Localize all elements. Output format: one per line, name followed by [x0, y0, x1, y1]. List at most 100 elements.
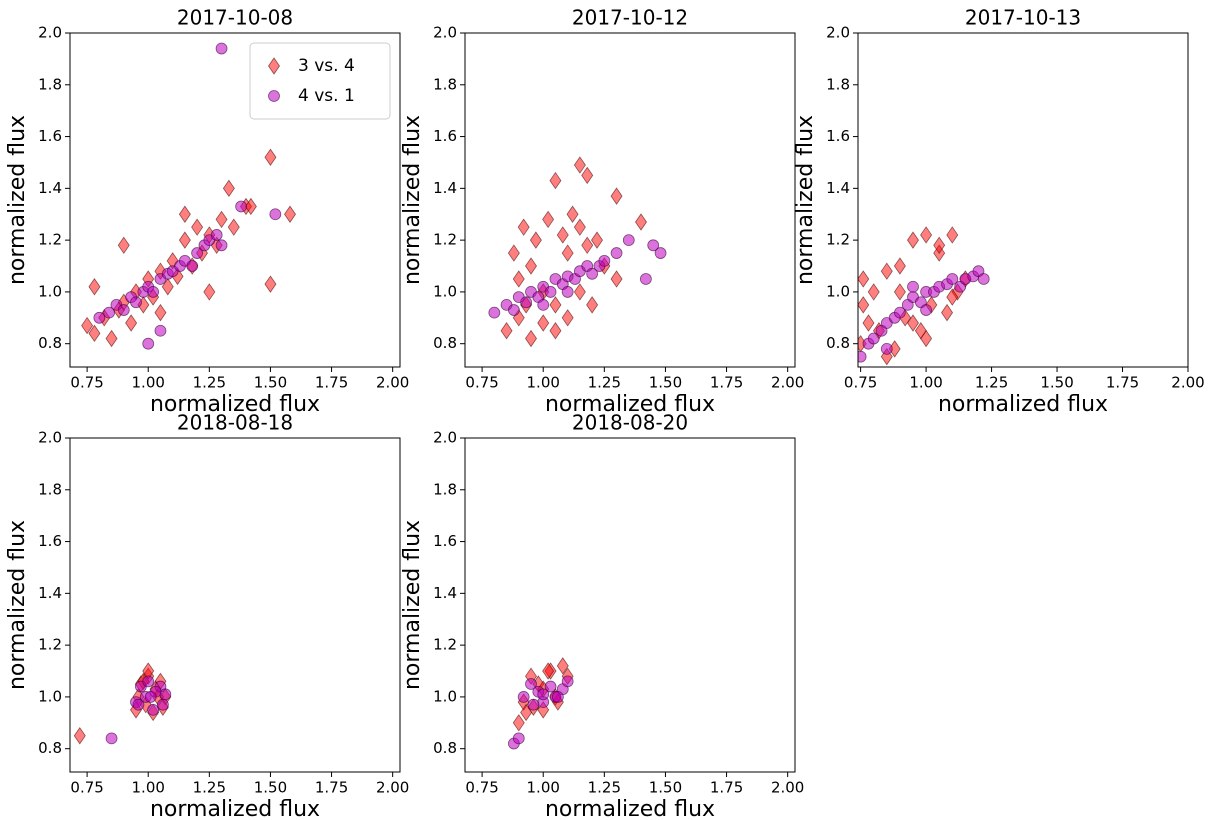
point: [215, 42, 228, 55]
point: [946, 288, 959, 306]
point: [215, 210, 228, 229]
x-tick-label: 1.75: [710, 374, 743, 392]
point: [862, 314, 875, 332]
x-tick-label: 1.50: [649, 779, 682, 797]
legend-label: 4 vs. 1: [298, 86, 355, 106]
point: [581, 166, 594, 185]
point: [537, 688, 550, 701]
point: [867, 283, 880, 301]
y-axis-label: normalized flux: [793, 115, 818, 285]
x-tick-label: 0.75: [844, 374, 877, 392]
point: [893, 283, 906, 301]
y-tick-label: 1.0: [826, 282, 850, 300]
point: [598, 254, 611, 267]
x-tick-label: 1.00: [132, 779, 165, 797]
point: [210, 229, 223, 241]
x-axis-label: normalized flux: [150, 392, 320, 417]
axes-frame: [69, 32, 401, 368]
y-tick-label: 1.4: [38, 179, 62, 197]
x-tick-label: 0.75: [70, 374, 103, 392]
point: [268, 90, 280, 102]
subplot-title: 2017-10-12: [572, 6, 688, 30]
point: [907, 231, 919, 249]
point: [581, 236, 594, 255]
point: [154, 303, 167, 322]
y-tick-label: 1.2: [433, 231, 457, 249]
point: [203, 283, 216, 301]
point: [507, 304, 520, 316]
point: [512, 732, 525, 745]
plot-area: [70, 438, 400, 772]
subplot: 2017-10-13 normalized flux normalized flux…: [793, 6, 1205, 418]
y-tick-label: 1.0: [433, 687, 457, 705]
point: [142, 337, 155, 350]
axes-frame: [464, 32, 796, 368]
point: [573, 156, 586, 174]
point: [610, 270, 623, 288]
point: [191, 247, 204, 259]
x-tick-label: 2.00: [376, 374, 409, 392]
x-tick-label: 1.25: [193, 779, 226, 797]
y-tick-label: 1.2: [826, 231, 850, 249]
y-tick-label: 1.6: [433, 127, 457, 145]
point: [654, 247, 667, 259]
y-tick-label: 1.6: [38, 127, 62, 145]
y-tick-label: 2.0: [433, 24, 457, 42]
point: [549, 171, 562, 190]
y-tick-label: 1.2: [38, 636, 62, 654]
points: [858, 226, 990, 366]
point: [142, 675, 155, 688]
y-tick-label: 2.0: [826, 24, 850, 42]
point: [161, 278, 174, 296]
point: [561, 244, 574, 262]
point: [544, 286, 557, 298]
legend-label: 3 vs. 4: [298, 56, 355, 76]
x-tick-label: 1.25: [588, 779, 621, 797]
y-axis-label: normalized flux: [5, 520, 30, 690]
legend-box: [249, 42, 391, 120]
x-tick-label: 1.25: [975, 374, 1008, 392]
x-tick-label: 0.75: [465, 374, 498, 392]
point: [561, 309, 574, 327]
point: [105, 732, 118, 745]
y-tick-label: 1.0: [433, 282, 457, 300]
point: [542, 210, 555, 229]
point: [105, 329, 118, 348]
x-tick-label: 2.00: [771, 374, 804, 392]
points: [488, 156, 667, 348]
x-tick-label: 1.00: [132, 374, 165, 392]
axes-frame: [464, 437, 796, 773]
x-tick-label: 1.75: [710, 779, 743, 797]
y-tick-label: 2.0: [38, 24, 62, 42]
point: [894, 306, 906, 319]
point: [93, 311, 106, 324]
point: [520, 296, 533, 309]
points: [507, 657, 574, 750]
x-tick-label: 2.00: [1171, 374, 1204, 392]
y-tick-label: 1.4: [38, 584, 62, 602]
point: [507, 244, 520, 262]
y-tick-label: 1.0: [38, 687, 62, 705]
point: [586, 296, 599, 314]
point: [858, 270, 870, 288]
y-tick-label: 1.6: [38, 532, 62, 550]
point: [946, 226, 959, 244]
point: [178, 205, 191, 223]
point: [244, 197, 257, 216]
y-tick-label: 1.8: [433, 75, 457, 93]
point: [525, 329, 537, 348]
point: [159, 688, 172, 701]
point: [264, 275, 277, 293]
point: [622, 234, 635, 247]
point: [591, 231, 603, 249]
y-tick-label: 0.8: [38, 739, 62, 757]
y-axis-label: normalized flux: [400, 520, 425, 690]
point: [103, 306, 116, 319]
subplot-title: 2017-10-13: [965, 6, 1081, 30]
point: [517, 218, 530, 236]
point: [933, 236, 946, 255]
point: [529, 231, 542, 249]
x-tick-label: 1.50: [1040, 374, 1073, 392]
legend: 3 vs. 4 4 vs. 1: [249, 42, 391, 120]
